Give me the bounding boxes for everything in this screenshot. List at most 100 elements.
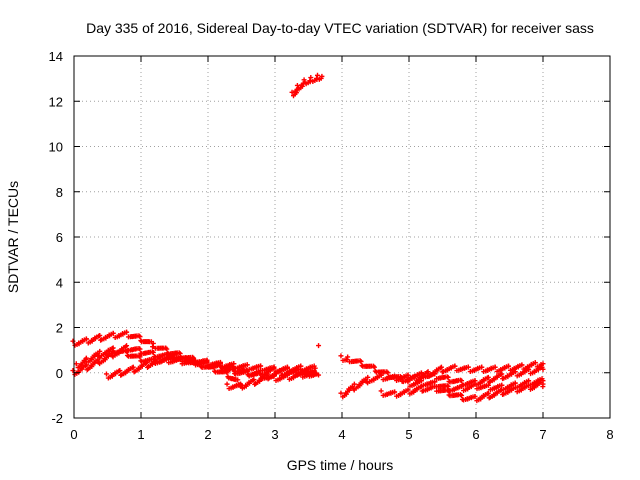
data-point [224,381,230,387]
data-point [150,349,156,355]
chart-title: Day 335 of 2016, Sidereal Day-to-day VTE… [86,20,594,36]
data-point [137,334,143,340]
data-point [235,377,241,383]
data-point [278,368,284,374]
data-point [83,355,89,361]
data-point [291,368,297,374]
data-point [405,387,411,393]
data-point [307,78,313,84]
data-point [472,381,478,387]
data-point [150,340,156,346]
data-point [425,369,431,375]
data-point [445,374,451,380]
data-point [351,381,357,387]
grid-lines [74,56,610,418]
data-point [499,371,505,377]
data-point [124,343,130,349]
data-point [70,338,76,344]
data-point [289,89,295,95]
data-point [371,364,377,370]
data-point [378,372,384,378]
data-point [197,360,203,366]
data-point [418,370,424,376]
data-point [301,77,307,83]
data-point [519,362,525,368]
y-tick-label: 6 [56,230,63,245]
data-point [231,366,237,372]
data-point [294,82,300,88]
data-point [338,353,344,359]
data-point [97,332,103,338]
data-point [316,343,322,349]
data-point [485,382,491,388]
data-point [97,348,103,354]
data-point [258,368,264,374]
data-point [338,390,344,396]
data-point [244,369,250,375]
data-point [532,360,538,366]
data-point [170,352,176,358]
data-point [164,346,170,352]
data-point [211,364,217,370]
y-tick-label: -2 [51,411,63,426]
y-tick-label: 10 [49,140,63,155]
data-point [344,356,350,362]
data-point [73,361,79,367]
data-point [184,355,190,361]
data-point [492,364,498,370]
data-point [284,364,290,370]
data-point [392,389,398,395]
data-point [432,379,438,385]
y-tick-label: 2 [56,321,63,336]
data-point [392,373,398,379]
data-point [385,370,391,376]
data-point [314,75,320,81]
data-point [264,371,270,377]
data-point [308,75,314,81]
data-point [485,374,491,380]
data-point [258,363,264,369]
data-point [70,368,76,374]
data-point [465,364,471,370]
data-point [372,368,378,374]
data-point [237,381,243,387]
data-point [319,73,325,79]
x-tick-label: 3 [271,427,278,442]
data-point [316,372,322,378]
data-point [345,354,351,360]
data-point [479,364,485,370]
y-tick-label: 8 [56,185,63,200]
data-point [405,379,411,385]
data-point [459,383,465,389]
data-point [432,371,438,377]
data-point [304,369,310,375]
data-point [540,378,546,384]
data-point [110,345,116,351]
data-point [138,338,144,344]
data-point [298,363,304,369]
y-tick-label: 0 [56,366,63,381]
x-tick-label: 2 [204,427,211,442]
data-points [70,72,546,404]
data-point [217,363,223,369]
x-tick-label: 0 [70,427,77,442]
data-point [526,366,532,372]
data-point [485,390,491,396]
data-point [312,365,318,371]
data-point [452,363,458,369]
data-point [445,383,451,389]
data-point [271,365,277,371]
data-point [150,344,156,350]
data-point [378,388,384,394]
y-tick-label: 4 [56,275,63,290]
x-tick-label: 8 [606,427,613,442]
data-point [224,370,230,376]
data-point [251,377,257,383]
data-point [359,362,365,368]
x-tick-label: 4 [338,427,345,442]
data-point [499,382,505,388]
data-point [144,360,150,366]
data-point [83,336,89,342]
